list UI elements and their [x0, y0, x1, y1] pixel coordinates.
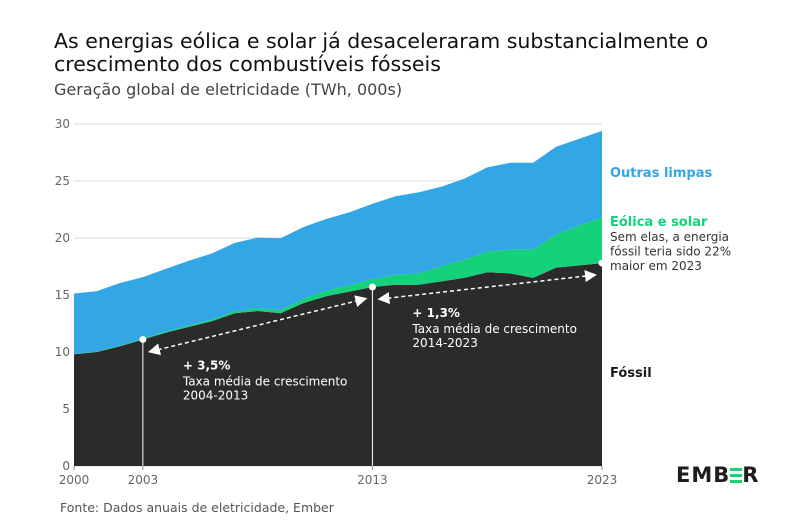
annotation-text-1: Taxa média de crescimento — [411, 322, 577, 336]
annotation-arrow-1 — [377, 270, 597, 304]
annotation-dot-1 — [368, 283, 376, 291]
label-eolica-solar: Eólica e solar — [610, 215, 708, 230]
chart-title: As energias eólica e solar já desacelera… — [54, 29, 709, 76]
annotation-arrow-0 — [147, 295, 368, 356]
annotation-end-dot — [598, 259, 606, 267]
annotation-rate-1: + 1,3% — [412, 306, 460, 320]
x-tick-label: 2013 — [357, 473, 388, 487]
annotation-rate-0: + 3,5% — [183, 358, 231, 372]
label-eolica-solar-note: maior em 2023 — [610, 259, 702, 273]
ember-logo: EMB R — [676, 463, 760, 487]
stacked-area-chart: 0 5 10 15 20 25 30 2000 2003 2013 2023 + 3,5% Taxa m… — [55, 117, 731, 487]
annotation-text-0: Taxa média de crescimento — [182, 374, 348, 388]
x-tick-label: 2000 — [59, 473, 90, 487]
annotation-text-1: 2014-2023 — [412, 336, 477, 350]
annotation-dot-0 — [139, 335, 147, 343]
label-eolica-solar-note: fóssil teria sido 22% — [610, 245, 731, 259]
logo-bars-icon — [730, 467, 743, 483]
y-tick-label: 15 — [55, 288, 70, 302]
area-series-0 — [74, 263, 602, 466]
y-tick-label: 10 — [55, 345, 70, 359]
y-tick-label: 30 — [55, 117, 70, 131]
x-tick-label: 2023 — [587, 473, 618, 487]
source-note: Fonte: Dados anuais de eletricidade, Emb… — [60, 500, 334, 515]
label-eolica-solar-note: Sem elas, a energia — [610, 230, 729, 244]
annotation-text-0: 2004-2013 — [183, 388, 248, 402]
y-tick-label: 25 — [55, 174, 70, 188]
y-tick-label: 5 — [62, 402, 70, 416]
y-tick-label: 0 — [62, 459, 70, 473]
chart-subtitle: Geração global de eletricidade (TWh, 000… — [54, 80, 403, 99]
y-tick-label: 20 — [55, 231, 70, 245]
label-outras-limpas: Outras limpas — [610, 166, 713, 181]
label-fossil: Fóssil — [610, 366, 652, 381]
x-tick-label: 2003 — [128, 473, 159, 487]
